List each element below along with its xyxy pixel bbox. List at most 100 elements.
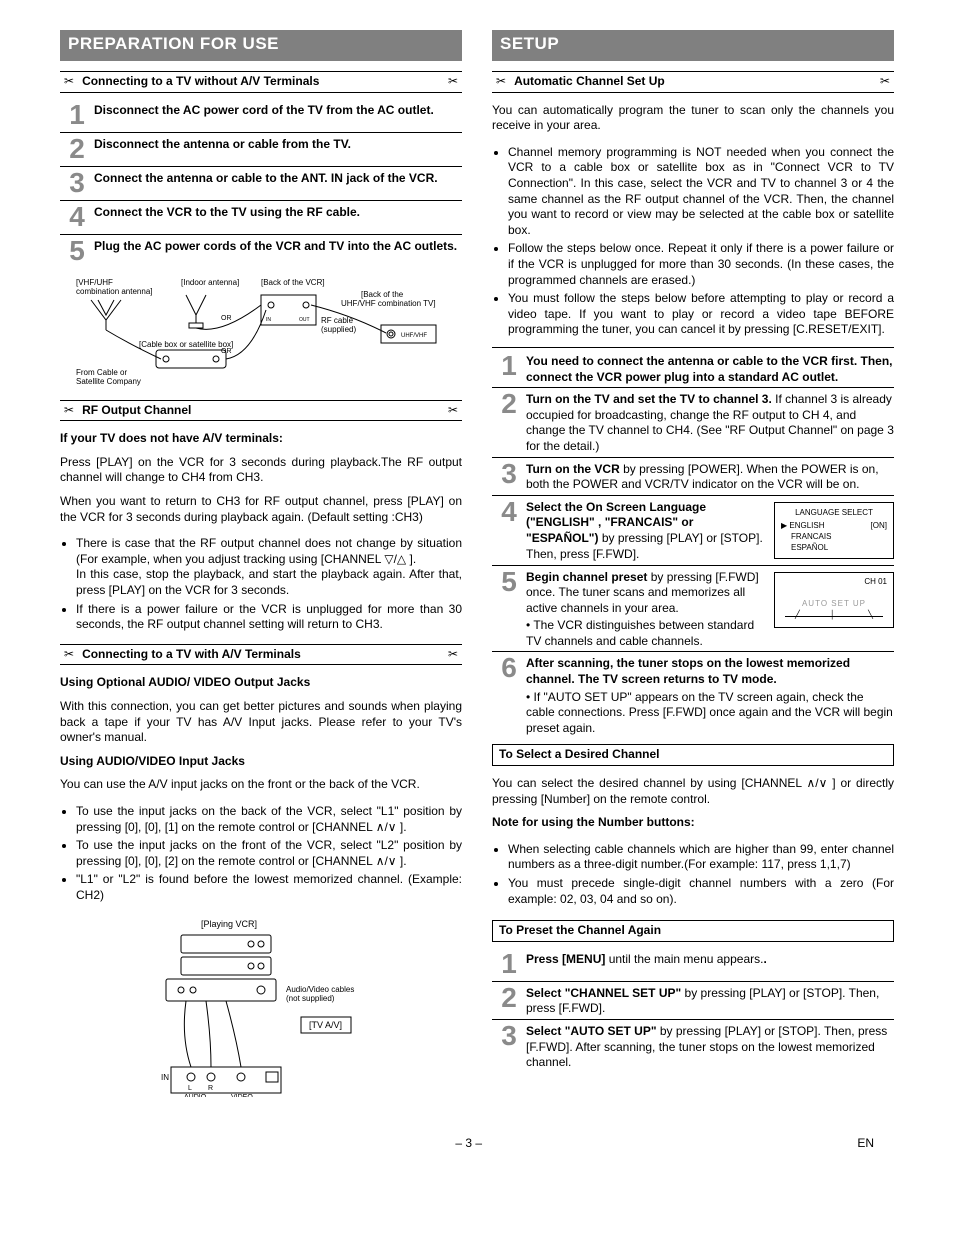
step-number: 1 — [492, 950, 526, 978]
scissors-icon — [60, 403, 78, 419]
step-number: 4 — [60, 203, 94, 231]
setup-bullet: Channel memory programming is NOT needed… — [508, 145, 894, 239]
av-bullet: "L1" or "L2" is found before the lowest … — [76, 872, 462, 903]
subhead-label: RF Output Channel — [78, 403, 444, 419]
svg-text:IN: IN — [266, 317, 271, 323]
svg-text:[Indoor antenna]: [Indoor antenna] — [181, 278, 239, 287]
svg-text:AUDIO: AUDIO — [184, 1094, 207, 1097]
boxed-head-select-channel: To Select a Desired Channel — [492, 744, 894, 766]
step-text: Disconnect the antenna or cable from the… — [94, 135, 462, 153]
note-bullet: When selecting cable channels which are … — [508, 842, 894, 873]
step-number: 6 — [492, 654, 526, 682]
step-number: 2 — [492, 390, 526, 418]
osd-state: [ON] — [871, 520, 887, 531]
svg-text:From Cable or: From Cable or — [76, 368, 127, 377]
step-text: CH 01 AUTO SET UP ╱ │ ╲ Begin channel pr… — [526, 568, 894, 650]
scissors-icon — [492, 74, 510, 90]
step-number: 2 — [492, 984, 526, 1012]
svg-text:[Playing VCR]: [Playing VCR] — [201, 919, 257, 929]
page-footer: – 3 – EN — [0, 1126, 954, 1192]
step-text: Turn on the VCR by pressing [POWER]. Whe… — [526, 460, 894, 493]
svg-text:IN: IN — [161, 1073, 169, 1082]
left-column: PREPARATION FOR USE Connecting to a TV w… — [60, 30, 462, 1106]
svg-text:(not supplied): (not supplied) — [286, 994, 335, 1003]
svg-text:Audio/Video cables: Audio/Video cables — [286, 985, 354, 994]
diagram-label: [VHF/UHF — [76, 278, 113, 287]
osd-label: AUTO SET UP — [775, 599, 893, 609]
diagram-antenna-connection: [VHF/UHF combination antenna] [Indoor an… — [60, 275, 462, 390]
page-language: EN — [857, 1136, 874, 1152]
step-number: 5 — [60, 237, 94, 265]
step-text: Disconnect the AC power cord of the TV f… — [94, 101, 462, 119]
setup-bullet: Follow the steps below once. Repeat it o… — [508, 241, 894, 288]
av-bullets: To use the input jacks on the back of th… — [60, 801, 462, 907]
svg-text:[Cable box or satellite box]: [Cable box or satellite box] — [139, 340, 233, 349]
step-number: 3 — [492, 1022, 526, 1050]
osd-option: ESPAÑOL — [781, 542, 887, 553]
section-title-setup: SETUP — [492, 30, 894, 61]
av-heading-1: Using Optional AUDIO/ VIDEO Output Jacks — [60, 675, 462, 691]
osd-title: LANGUAGE SELECT — [781, 507, 887, 518]
right-column: SETUP Automatic Channel Set Up You can a… — [492, 30, 894, 1106]
step-text: After scanning, the tuner stops on the l… — [526, 654, 894, 736]
step-number: 4 — [492, 498, 526, 526]
scissors-icon — [444, 74, 462, 90]
svg-text:OR: OR — [221, 315, 232, 322]
setup-bullet: You must follow the steps below before a… — [508, 291, 894, 338]
subhead-label: Connecting to a TV without A/V Terminals — [78, 74, 444, 90]
step-text: Connect the VCR to the TV using the RF c… — [94, 203, 462, 221]
svg-text:Satellite Company: Satellite Company — [76, 377, 141, 386]
steps-connect-no-av: 1Disconnect the AC power cord of the TV … — [60, 99, 462, 269]
scissors-icon — [444, 647, 462, 663]
svg-text:OUT: OUT — [299, 317, 310, 323]
av-paragraph: You can use the A/V input jacks on the f… — [60, 777, 462, 793]
select-channel-note-head: Note for using the Number buttons: — [492, 815, 894, 831]
note-bullet: You must precede single-digit channel nu… — [508, 876, 894, 907]
step-number: 5 — [492, 568, 526, 596]
osd-channel: CH 01 — [864, 577, 887, 587]
step-sub-bullet: The VCR distinguishes between standard T… — [526, 618, 754, 648]
scissors-icon — [876, 74, 894, 90]
rf-paragraph: When you want to return to CH3 for RF ou… — [60, 494, 462, 525]
osd-auto-set-up: CH 01 AUTO SET UP ╱ │ ╲ — [774, 572, 894, 628]
step-text: Select "AUTO SET UP" by pressing [PLAY] … — [526, 1022, 894, 1071]
setup-bullets: Channel memory programming is NOT needed… — [492, 142, 894, 341]
boxed-head-preset-again: To Preset the Channel Again — [492, 920, 894, 942]
av-paragraph: With this connection, you can get better… — [60, 699, 462, 746]
svg-text:UHF/VHF: UHF/VHF — [401, 333, 427, 339]
scissors-icon — [444, 403, 462, 419]
setup-intro: You can automatically program the tuner … — [492, 103, 894, 134]
rf-bullets: There is case that the RF output channel… — [60, 533, 462, 636]
step-text: Select "CHANNEL SET UP" by pressing [PLA… — [526, 984, 894, 1017]
svg-text:UHF/VHF combination TV]: UHF/VHF combination TV] — [341, 299, 436, 308]
step-text: You need to connect the antenna or cable… — [526, 352, 894, 385]
step-text: LANGUAGE SELECT ENGLISH[ON] FRANCAIS ESP… — [526, 498, 894, 563]
subhead-label: Connecting to a TV with A/V Terminals — [78, 647, 444, 663]
rf-bullet: There is case that the RF output channel… — [76, 536, 462, 598]
svg-text:R: R — [208, 1085, 213, 1092]
step-number: 2 — [60, 135, 94, 163]
av-bullet: To use the input jacks on the front of t… — [76, 838, 462, 869]
scissors-icon — [60, 647, 78, 663]
step-text: Press [MENU] until the main menu appears… — [526, 950, 894, 968]
select-channel-paragraph: You can select the desired channel by us… — [492, 776, 894, 807]
osd-option: FRANCAIS — [781, 531, 887, 542]
step-text: Turn on the TV and set the TV to channel… — [526, 390, 894, 454]
rf-heading: If your TV does not have A/V terminals: — [60, 431, 462, 447]
scissors-icon — [60, 74, 78, 90]
diagram-av-connection: [Playing VCR] Audio/Video cables (not su… — [60, 917, 462, 1101]
svg-text:[TV A/V]: [TV A/V] — [309, 1020, 342, 1030]
svg-text:VIDEO: VIDEO — [231, 1094, 253, 1097]
subhead-rf-output: RF Output Channel — [60, 400, 462, 422]
step-number: 3 — [60, 169, 94, 197]
svg-text:(supplied): (supplied) — [321, 325, 356, 334]
step-text: Connect the antenna or cable to the ANT.… — [94, 169, 462, 187]
step-number: 1 — [492, 352, 526, 380]
svg-text:[Back of the VCR]: [Back of the VCR] — [261, 278, 325, 287]
steps-preset-again: 1 Press [MENU] until the main menu appea… — [492, 948, 894, 1073]
page-number: – 3 – — [455, 1136, 482, 1152]
subhead-connect-av: Connecting to a TV with A/V Terminals — [60, 644, 462, 666]
subhead-auto-channel: Automatic Channel Set Up — [492, 71, 894, 93]
step-text: Plug the AC power cords of the VCR and T… — [94, 237, 462, 255]
osd-language-select: LANGUAGE SELECT ENGLISH[ON] FRANCAIS ESP… — [774, 502, 894, 559]
